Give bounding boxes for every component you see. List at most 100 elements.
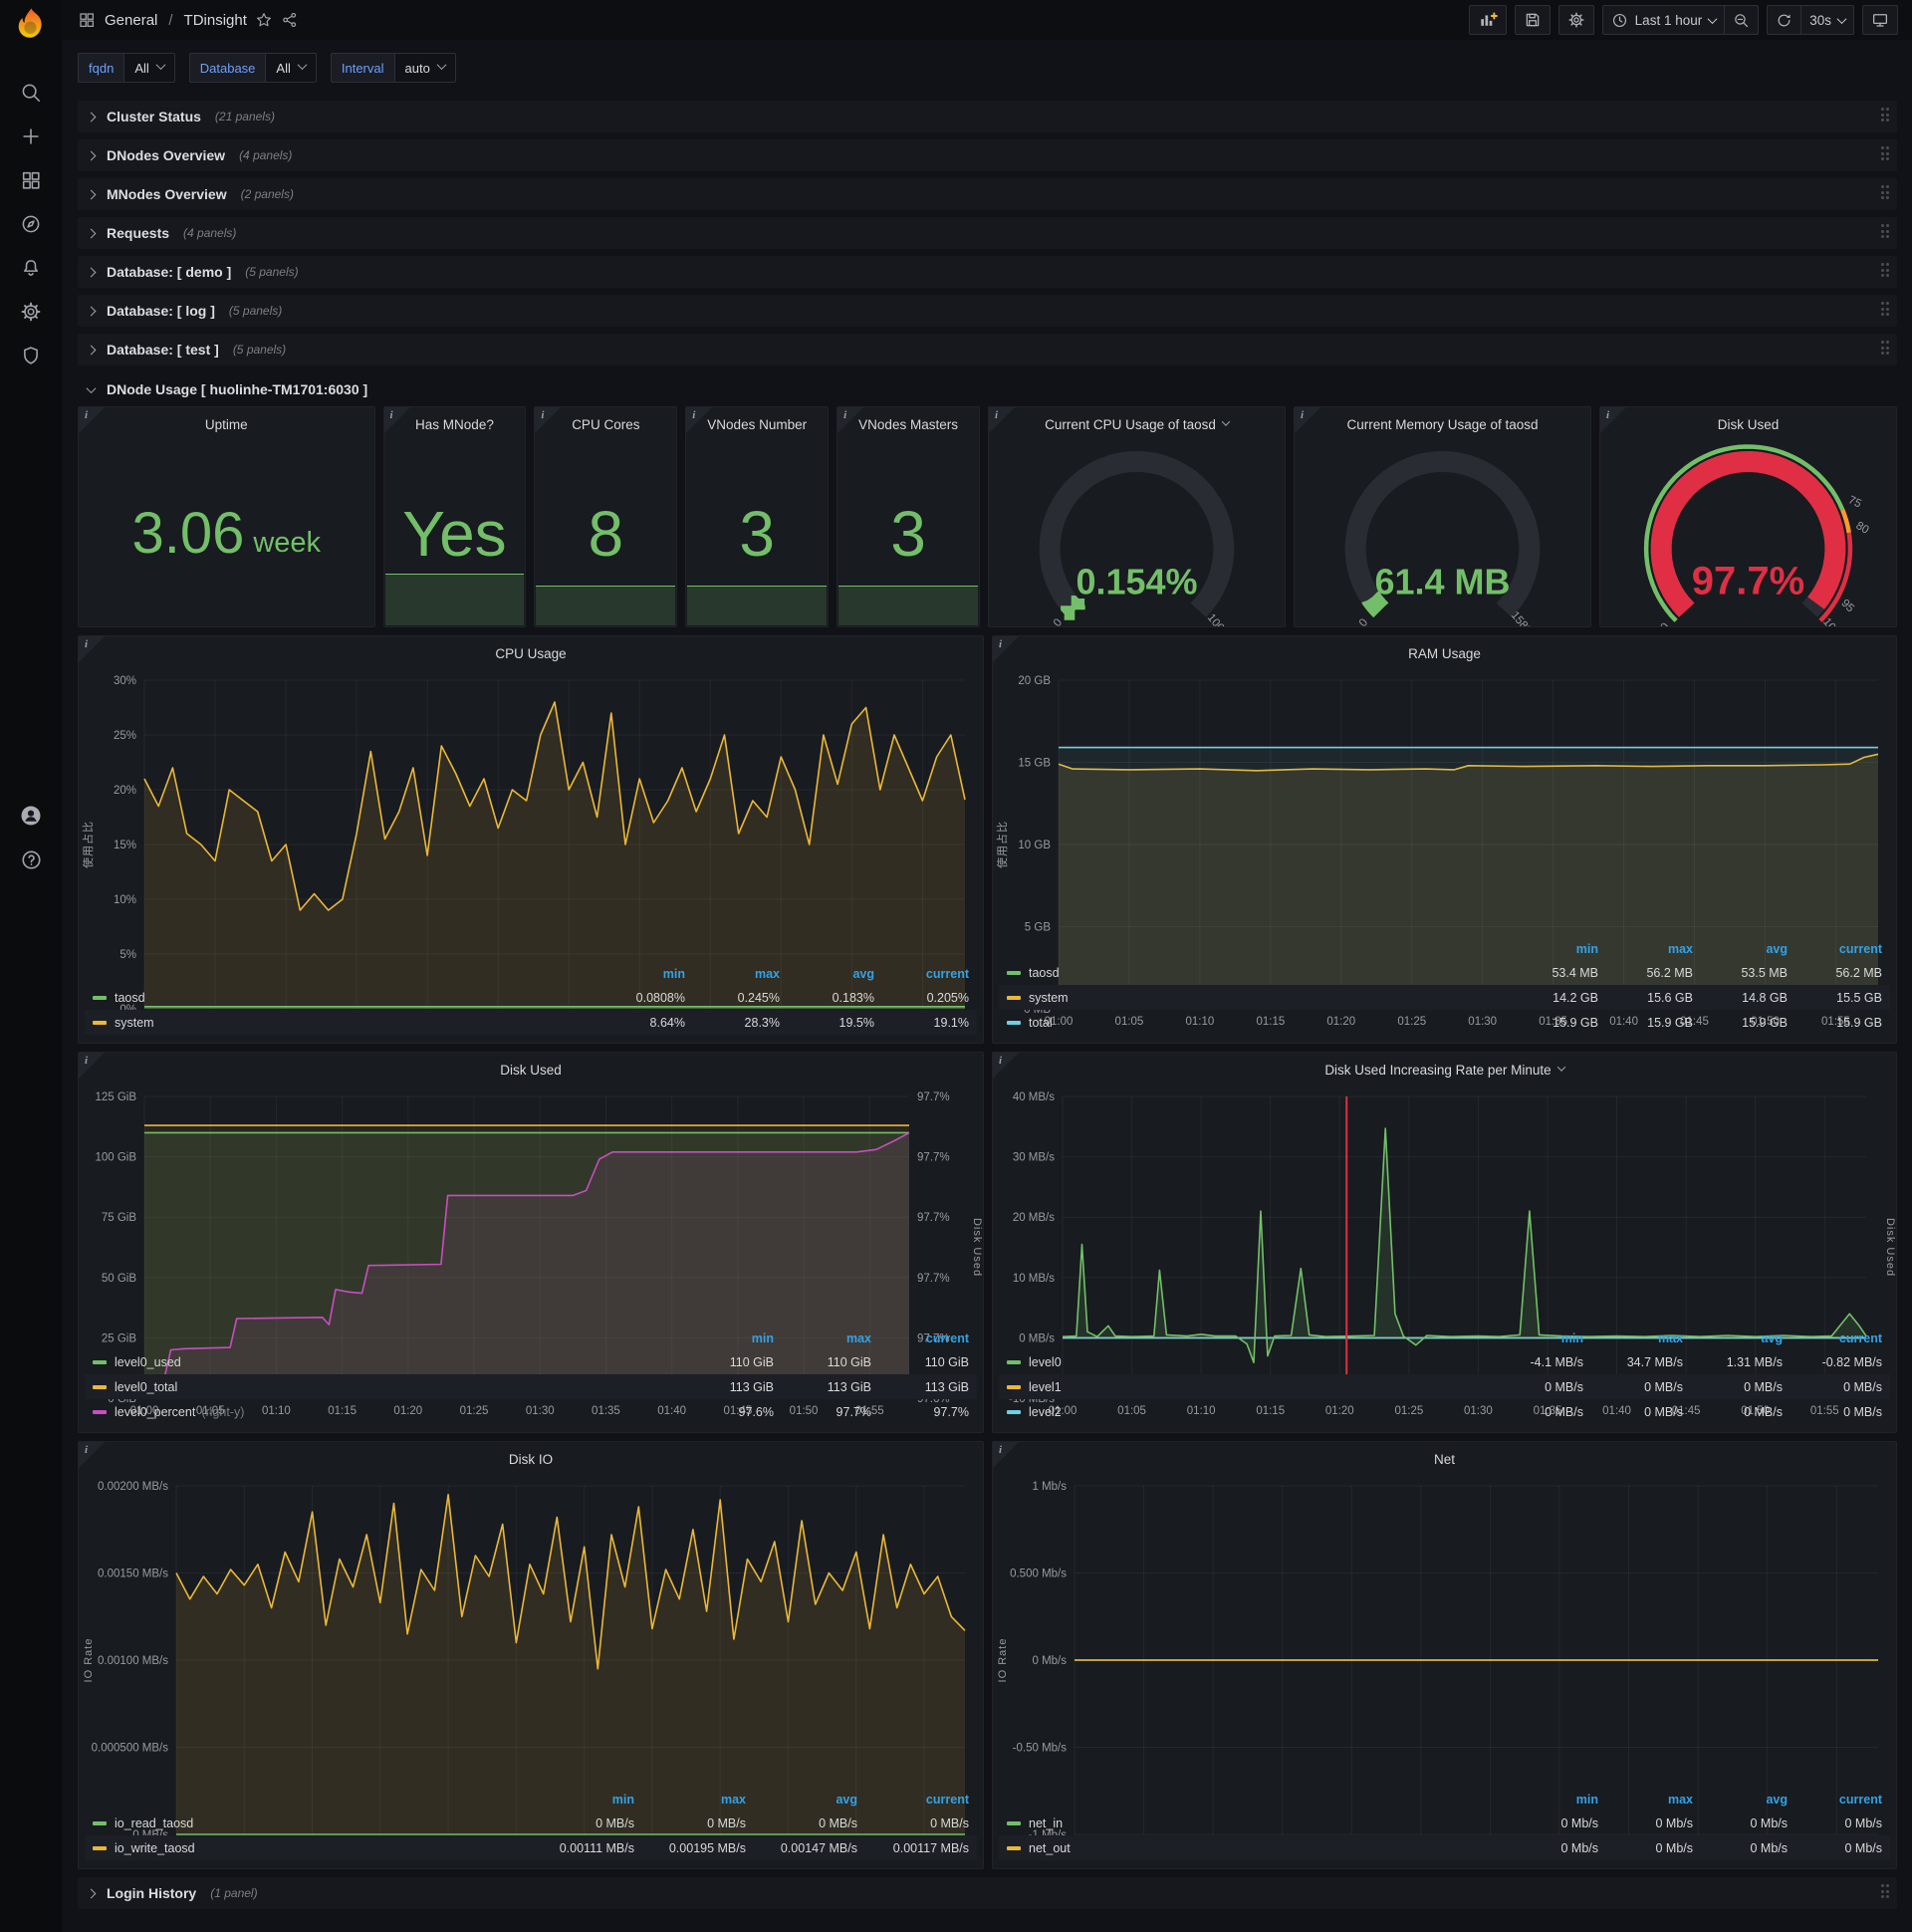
net-chart[interactable]: 01:0001:0501:1001:1501:2001:2501:3001:35… xyxy=(993,1476,1896,1853)
add-panel-button[interactable] xyxy=(1468,5,1507,35)
legend-header-max[interactable]: max xyxy=(754,967,780,981)
zoom-out-time-button[interactable] xyxy=(1724,5,1760,35)
panel-info-icon[interactable] xyxy=(989,407,1016,433)
variable-value-dropdown[interactable]: auto xyxy=(393,53,456,83)
panel-header[interactable]: Disk Used xyxy=(1600,407,1896,441)
variable-value-dropdown[interactable]: All xyxy=(123,53,175,83)
panel-header[interactable]: CPU Usage xyxy=(79,636,983,670)
panel-info-icon[interactable] xyxy=(1600,407,1627,433)
legend-series-name[interactable]: level1 xyxy=(1029,1379,1062,1394)
panel-info-icon[interactable] xyxy=(79,1053,105,1079)
shield-icon[interactable] xyxy=(9,334,53,377)
legend-header-min[interactable]: min xyxy=(1560,1331,1583,1345)
legend-header-max[interactable]: max xyxy=(1657,1331,1683,1345)
legend-swatch[interactable] xyxy=(1007,1845,1021,1850)
legend-series-name[interactable]: level0_total xyxy=(115,1379,178,1394)
legend-series-name[interactable]: net_in xyxy=(1029,1815,1064,1830)
legend-series-name[interactable]: net_out xyxy=(1029,1840,1071,1855)
panel-header[interactable]: Disk IO xyxy=(79,1442,983,1476)
legend-header-max[interactable]: max xyxy=(1667,942,1693,956)
legend-swatch[interactable] xyxy=(1007,1409,1021,1414)
panel-header[interactable]: Has MNode? xyxy=(384,407,526,441)
disk-rate-chart[interactable]: 01:00 01:05 01:10 01:15 01:20 01:25 01:30 01:35… xyxy=(993,1087,1896,1417)
legend-header-current[interactable]: current xyxy=(1838,942,1882,956)
share-icon[interactable] xyxy=(281,11,299,29)
row-dnode-usage[interactable]: DNode Usage [ huolinhe-TM1701:6030 ] xyxy=(78,372,1897,406)
legend-swatch[interactable] xyxy=(1007,1359,1021,1364)
breadcrumb-dashboard[interactable]: TDinsight xyxy=(183,11,247,29)
dashboard-row[interactable]: Database: [ test ] (5 panels) xyxy=(78,334,1897,365)
dashboard-row[interactable]: Requests (4 panels) xyxy=(78,217,1897,249)
panel-info-icon[interactable] xyxy=(383,407,410,433)
legend-series-name[interactable]: io_write_taosd xyxy=(115,1840,195,1855)
legend-header-max[interactable]: max xyxy=(845,1331,871,1345)
legend-header-min[interactable]: min xyxy=(662,967,685,981)
star-icon[interactable] xyxy=(255,11,273,29)
row-drag-handle[interactable] xyxy=(1880,185,1889,199)
panel-info-icon[interactable] xyxy=(686,407,713,433)
legend-header-current[interactable]: current xyxy=(1838,1793,1882,1807)
panel-info-icon[interactable] xyxy=(79,407,105,433)
dashboard-row[interactable]: Database: [ demo ] (5 panels) xyxy=(78,256,1897,288)
legend-series-name[interactable]: system xyxy=(115,1015,154,1030)
row-drag-handle[interactable] xyxy=(1880,1884,1889,1898)
panel-info-icon[interactable] xyxy=(993,1053,1019,1079)
refresh-interval-picker[interactable]: 30s xyxy=(1800,5,1854,35)
avatar[interactable] xyxy=(9,794,53,838)
dashboard-row[interactable]: Cluster Status (21 panels) xyxy=(78,101,1897,132)
disk-io-chart[interactable]: 01:0001:0501:1001:1501:2001:2501:3001:35… xyxy=(79,1476,983,1853)
panel-header[interactable]: Current Memory Usage of taosd xyxy=(1295,407,1590,441)
ram-usage-chart[interactable]: 01:00 01:05 01:10 01:15 01:20 01:25 01:30 01:35… xyxy=(993,670,1896,1028)
legend-swatch[interactable] xyxy=(93,1020,107,1025)
panel-header[interactable]: CPU Cores xyxy=(535,407,676,441)
grafana-logo[interactable] xyxy=(11,5,51,45)
legend-header-avg[interactable]: avg xyxy=(1761,1331,1783,1345)
panel-info-icon[interactable] xyxy=(993,1442,1019,1468)
legend-header-min[interactable]: min xyxy=(751,1331,774,1345)
legend-swatch[interactable] xyxy=(1007,970,1021,975)
panel-header[interactable]: VNodes Number xyxy=(686,407,828,441)
legend-swatch[interactable] xyxy=(1007,1820,1021,1825)
cycle-view-mode-button[interactable] xyxy=(1862,5,1898,35)
legend-header-max[interactable]: max xyxy=(720,1793,746,1807)
refresh-button[interactable] xyxy=(1767,5,1801,35)
legend-swatch[interactable] xyxy=(93,1845,107,1850)
legend-series-name[interactable]: taosd xyxy=(1029,965,1060,980)
legend-header-current[interactable]: current xyxy=(925,1793,969,1807)
variable-value-dropdown[interactable]: All xyxy=(265,53,317,83)
panel-info-icon[interactable] xyxy=(79,636,105,662)
panel-info-icon[interactable] xyxy=(993,636,1019,662)
cpu-usage-chart[interactable]: 01:0001:0501:1001:1501:2001:2501:3001:35… xyxy=(79,670,983,1028)
panel-info-icon[interactable] xyxy=(837,407,864,433)
panel-header[interactable]: Uptime xyxy=(79,407,374,441)
settings-icon[interactable] xyxy=(9,290,53,334)
legend-series-name[interactable]: level2 xyxy=(1029,1404,1062,1419)
legend-header-current[interactable]: current xyxy=(925,967,969,981)
time-range-picker[interactable]: Last 1 hour xyxy=(1601,5,1725,35)
dashboard-settings-button[interactable] xyxy=(1557,5,1594,35)
legend-swatch[interactable] xyxy=(93,1820,107,1825)
legend-series-name[interactable]: total xyxy=(1029,1015,1053,1030)
legend-series-name[interactable]: level0_percent xyxy=(115,1404,196,1419)
legend-swatch[interactable] xyxy=(1007,995,1021,1000)
row-drag-handle[interactable] xyxy=(1880,224,1889,238)
row-drag-handle[interactable] xyxy=(1880,263,1889,277)
legend-swatch[interactable] xyxy=(93,1384,107,1389)
search-icon[interactable] xyxy=(9,71,53,115)
legend-header-avg[interactable]: avg xyxy=(852,967,874,981)
legend-swatch[interactable] xyxy=(93,1409,107,1414)
dashboard-row[interactable]: Database: [ log ] (5 panels) xyxy=(78,295,1897,327)
legend-series-name[interactable]: system xyxy=(1029,990,1069,1005)
help-icon[interactable] xyxy=(9,838,53,881)
save-dashboard-button[interactable] xyxy=(1514,5,1551,35)
dashboard-row[interactable]: MNodes Overview (2 panels) xyxy=(78,178,1897,210)
legend-swatch[interactable] xyxy=(93,1359,107,1364)
legend-series-name[interactable]: io_read_taosd xyxy=(115,1815,194,1830)
variable-label[interactable]: Interval xyxy=(330,53,394,83)
panel-info-icon[interactable] xyxy=(1295,407,1321,433)
plus-icon[interactable] xyxy=(9,115,53,158)
row-drag-handle[interactable] xyxy=(1880,146,1889,160)
legend-header-current[interactable]: current xyxy=(1838,1331,1882,1345)
disk-used-chart[interactable]: 01:00 01:05 01:10 01:15 01:20 01:25 01:30 01:35… xyxy=(79,1087,983,1417)
legend-swatch[interactable] xyxy=(93,995,107,1000)
